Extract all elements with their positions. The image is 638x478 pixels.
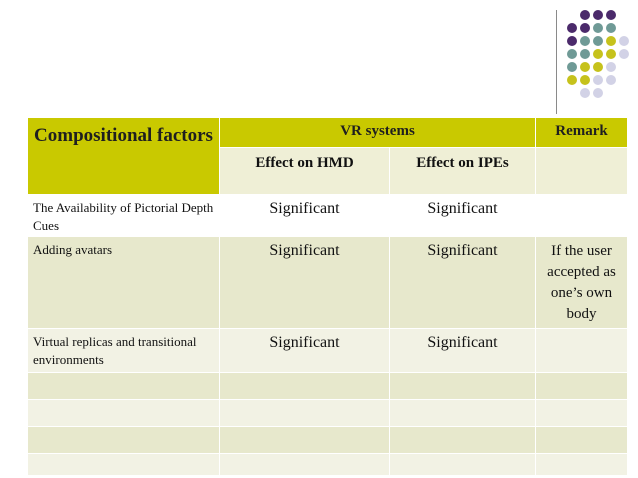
table-row bbox=[27, 372, 629, 400]
decorative-dot bbox=[567, 62, 577, 72]
decorative-dot bbox=[580, 49, 590, 59]
decorative-dot bbox=[580, 75, 590, 85]
factor-cell bbox=[27, 453, 220, 476]
remark-cell bbox=[535, 453, 629, 476]
header-compositional-factors: Compositional factors bbox=[27, 117, 220, 195]
decorative-dot bbox=[593, 23, 603, 33]
decorative-dot bbox=[567, 75, 577, 85]
decorative-dot bbox=[606, 62, 616, 72]
decorative-dot bbox=[593, 10, 603, 20]
header-effect-hmd: Effect on HMD bbox=[219, 147, 390, 195]
decorative-dot bbox=[567, 49, 577, 59]
decorative-dot-grid bbox=[567, 10, 638, 106]
decorative-divider bbox=[556, 10, 557, 114]
factor-cell: Virtual replicas and transitional enviro… bbox=[27, 328, 220, 373]
ipes-cell bbox=[388, 399, 537, 427]
decorative-dot bbox=[593, 88, 603, 98]
remark-cell: If the user accepted as one’s own body bbox=[535, 236, 629, 329]
decorative-dot bbox=[567, 23, 577, 33]
ipes-cell: Significant bbox=[388, 194, 537, 237]
remark-cell bbox=[535, 372, 629, 400]
decorative-dot bbox=[580, 36, 590, 46]
table-header-row: Compositional factors VR systems Remark bbox=[27, 117, 629, 195]
hmd-cell: Significant bbox=[219, 328, 390, 373]
header-remark: Remark bbox=[535, 117, 629, 148]
decorative-dot bbox=[593, 36, 603, 46]
factor-cell bbox=[27, 426, 220, 454]
hmd-cell: Significant bbox=[219, 194, 390, 237]
decorative-dot bbox=[619, 36, 629, 46]
hmd-cell bbox=[219, 453, 390, 476]
header-vr-systems: VR systems bbox=[218, 117, 537, 148]
decorative-dot bbox=[580, 23, 590, 33]
table-row bbox=[27, 399, 629, 427]
comparison-table: Compositional factors VR systems Remark … bbox=[27, 117, 629, 476]
decorative-dot bbox=[567, 36, 577, 46]
decorative-dot bbox=[606, 36, 616, 46]
decorative-dot bbox=[593, 75, 603, 85]
remark-cell bbox=[535, 328, 629, 373]
table-row: Adding avatars Significant Significant I… bbox=[27, 236, 629, 329]
decorative-dot bbox=[580, 88, 590, 98]
decorative-dot bbox=[606, 75, 616, 85]
hmd-cell bbox=[219, 426, 390, 454]
decorative-dot bbox=[606, 10, 616, 20]
hmd-cell bbox=[219, 399, 390, 427]
decorative-dot bbox=[580, 10, 590, 20]
ipes-cell bbox=[388, 453, 537, 476]
table-row bbox=[27, 426, 629, 454]
decorative-dot bbox=[593, 62, 603, 72]
header-remark-blank bbox=[535, 147, 629, 195]
table-row: The Availability of Pictorial Depth Cues… bbox=[27, 194, 629, 237]
remark-cell bbox=[535, 194, 629, 237]
decorative-dot bbox=[606, 23, 616, 33]
remark-cell bbox=[535, 426, 629, 454]
decorative-dot bbox=[593, 49, 603, 59]
table-row bbox=[27, 453, 629, 476]
ipes-cell bbox=[388, 426, 537, 454]
remark-cell bbox=[535, 399, 629, 427]
decorative-dot bbox=[606, 49, 616, 59]
ipes-cell bbox=[388, 372, 537, 400]
ipes-cell: Significant bbox=[388, 236, 537, 329]
hmd-cell: Significant bbox=[219, 236, 390, 329]
factor-cell bbox=[27, 399, 220, 427]
factor-cell: The Availability of Pictorial Depth Cues bbox=[27, 194, 220, 237]
ipes-cell: Significant bbox=[388, 328, 537, 373]
factor-cell: Adding avatars bbox=[27, 236, 220, 329]
table-row: Virtual replicas and transitional enviro… bbox=[27, 328, 629, 373]
decorative-dot bbox=[580, 62, 590, 72]
table-subheader-row: Effect on HMD Effect on IPEs bbox=[28, 147, 629, 195]
decorative-dot bbox=[619, 49, 629, 59]
factor-cell bbox=[27, 372, 220, 400]
header-effect-ipes: Effect on IPEs bbox=[388, 147, 537, 195]
hmd-cell bbox=[219, 372, 390, 400]
